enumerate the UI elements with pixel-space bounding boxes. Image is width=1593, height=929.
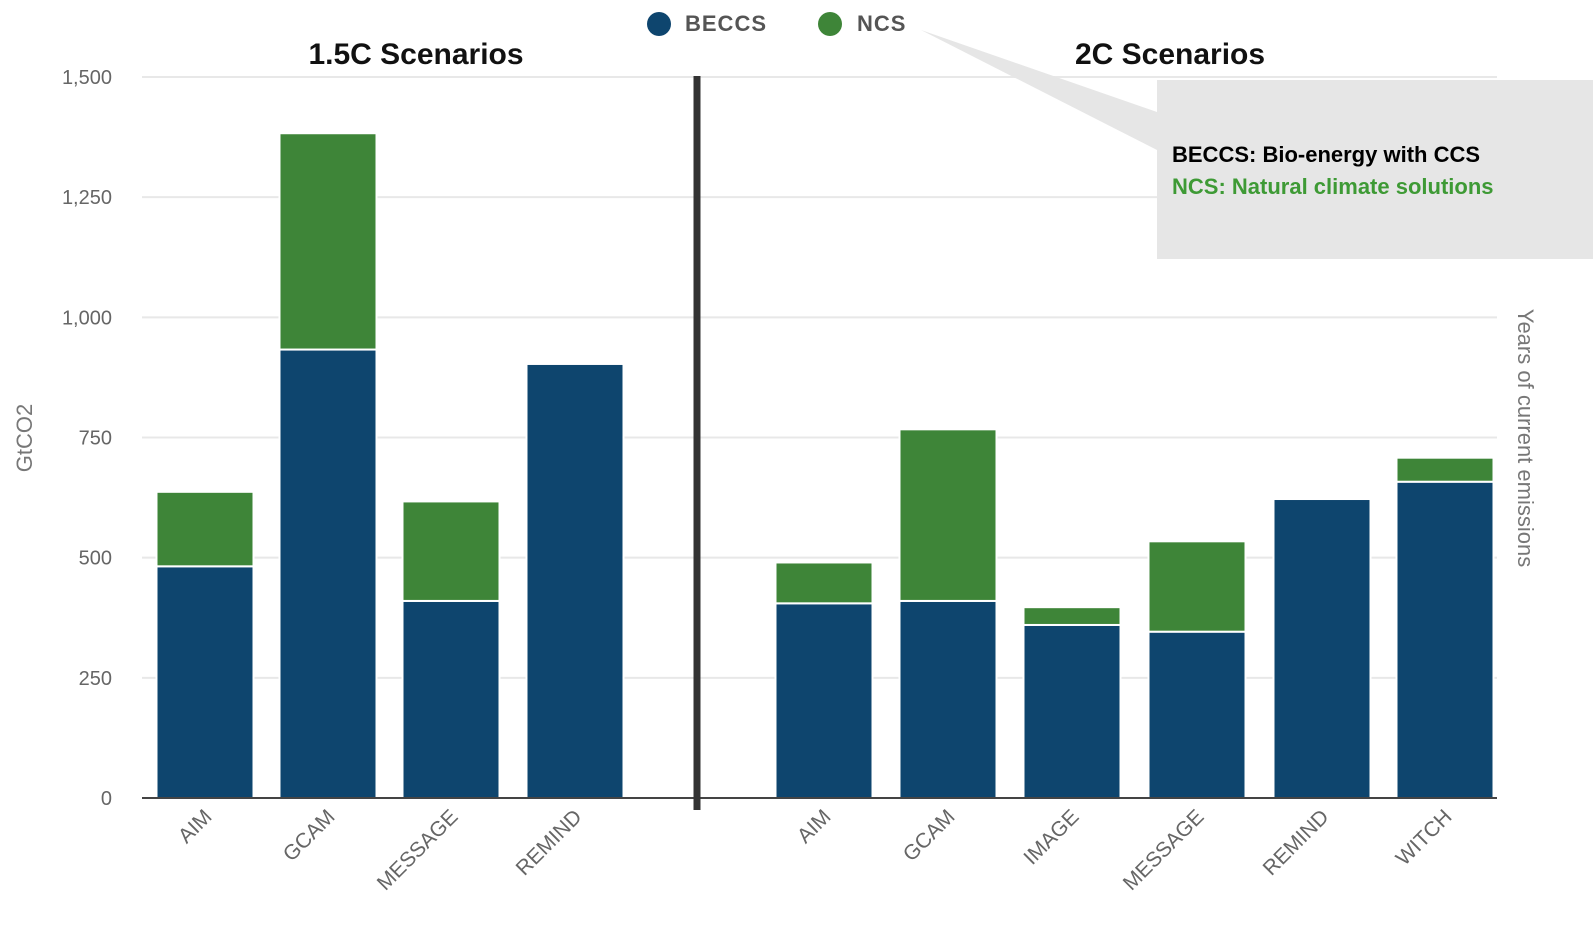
bar-ncs-message[interactable] (401, 500, 501, 602)
x-tick-label: AIM (174, 805, 217, 848)
y-axis-title: GtCO2 (12, 404, 37, 472)
x-tick-label: AIM (793, 805, 836, 848)
legend-label-ncs: NCS (857, 11, 906, 36)
bar-beccs-image[interactable] (1022, 623, 1122, 800)
y-axis-ticks: 0 250 500 750 1,000 1,250 1,500 (62, 67, 112, 810)
bar-ncs-message[interactable] (1147, 540, 1247, 633)
bar-beccs-gcam[interactable] (278, 348, 378, 799)
y-tick-label: 1,500 (62, 67, 112, 89)
legend-item-beccs[interactable]: BECCS (647, 11, 767, 36)
bar-ncs-image[interactable] (1022, 606, 1122, 626)
x-tick-label: MESSAGE (1119, 805, 1209, 895)
bar-beccs-remind[interactable] (525, 362, 625, 799)
bar-ncs-aim[interactable] (774, 561, 874, 605)
x-tick-label: WITCH (1392, 805, 1457, 870)
secondary-y-axis-title: Years of current emissions (1513, 309, 1538, 567)
bar-ncs-witch[interactable] (1395, 456, 1495, 483)
bar-beccs-gcam[interactable] (898, 599, 998, 800)
bar-beccs-aim[interactable] (774, 602, 874, 800)
bar-ncs-gcam[interactable] (278, 132, 378, 351)
panel-title-2c: 2C Scenarios (1075, 38, 1265, 71)
x-tick-label: MESSAGE (373, 805, 463, 895)
bar-beccs-message[interactable] (1147, 630, 1247, 799)
callout-ncs-definition: NCS: Natural climate solutions (1172, 174, 1494, 199)
x-tick-label: IMAGE (1019, 805, 1083, 869)
bar-beccs-remind[interactable] (1272, 498, 1372, 799)
bar-beccs-aim[interactable] (155, 565, 255, 799)
bar-ncs-aim[interactable] (155, 490, 255, 568)
y-tick-label: 1,250 (62, 187, 112, 209)
legend-item-ncs[interactable]: NCS (818, 11, 906, 36)
x-tick-label: REMIND (512, 805, 587, 880)
bar-ncs-gcam[interactable] (898, 428, 998, 602)
y-tick-label: 250 (79, 668, 112, 690)
bar-beccs-witch[interactable] (1395, 480, 1495, 799)
bar-beccs-message[interactable] (401, 599, 501, 800)
y-tick-label: 750 (79, 428, 112, 450)
panel-title-1-5c: 1.5C Scenarios (308, 38, 523, 71)
x-tick-label: GCAM (899, 805, 960, 866)
x-axis-categories: AIM GCAM MESSAGE REMIND AIM GCAM IMAGE MESSAGE R… (174, 805, 1457, 895)
callout: BECCS: Bio-energy with CCS NCS: Natural … (921, 30, 1593, 259)
x-tick-label: GCAM (279, 805, 340, 866)
legend-marker-ncs (818, 12, 842, 36)
legend: BECCS NCS (647, 11, 906, 36)
callout-box (1157, 80, 1593, 259)
legend-marker-beccs (647, 12, 671, 36)
bars (155, 132, 1495, 800)
x-tick-label: REMIND (1259, 805, 1334, 880)
legend-label-beccs: BECCS (685, 11, 767, 36)
y-tick-label: 1,000 (62, 307, 112, 329)
y-tick-label: 500 (79, 548, 112, 570)
callout-beccs-definition: BECCS: Bio-energy with CCS (1172, 142, 1480, 167)
y-tick-label: 0 (101, 788, 112, 810)
